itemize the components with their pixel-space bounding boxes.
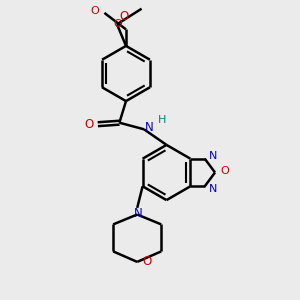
Text: O: O [119, 10, 128, 23]
Text: N: N [134, 207, 143, 220]
Text: O: O [142, 255, 152, 268]
Text: O: O [220, 166, 229, 176]
Text: O: O [113, 19, 122, 29]
Text: N: N [209, 184, 217, 194]
Text: O: O [90, 6, 99, 16]
Text: N: N [209, 151, 217, 161]
Text: H: H [158, 115, 166, 125]
Text: O: O [84, 118, 93, 131]
Text: N: N [145, 121, 154, 134]
